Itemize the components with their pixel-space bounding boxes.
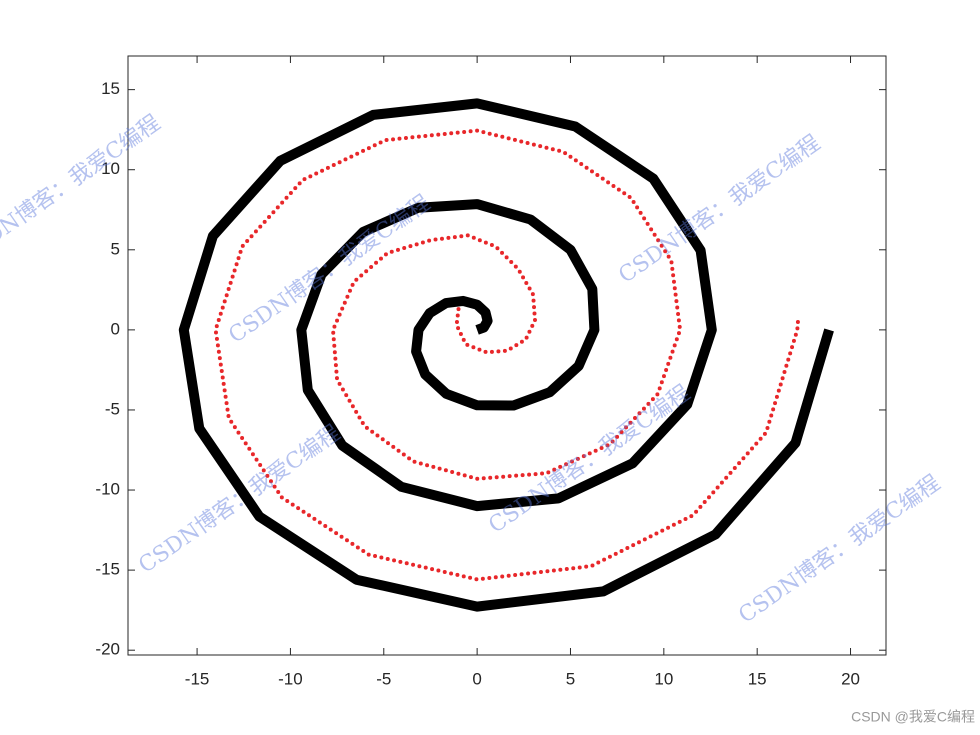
y-tick-label: -20 bbox=[95, 640, 120, 659]
x-tick-label: 20 bbox=[841, 669, 860, 688]
y-tick-label: -10 bbox=[95, 480, 120, 499]
y-tick-label: -5 bbox=[105, 399, 120, 418]
spiral-line bbox=[213, 128, 801, 582]
y-tick-label: 0 bbox=[111, 319, 120, 338]
x-tick-label: 5 bbox=[566, 669, 575, 688]
y-tick-label: -15 bbox=[95, 560, 120, 579]
axes-box bbox=[127, 55, 887, 656]
y-tick-label: 10 bbox=[101, 159, 120, 178]
x-tick-label: -10 bbox=[278, 669, 303, 688]
spiral-line bbox=[178, 98, 834, 612]
x-tick-label: -5 bbox=[376, 669, 391, 688]
y-tick-label: 5 bbox=[111, 239, 120, 258]
x-tick-label: 15 bbox=[748, 669, 767, 688]
y-tick-label: 15 bbox=[101, 79, 120, 98]
x-tick-label: 0 bbox=[472, 669, 481, 688]
credit: CSDN @我爱C编程 bbox=[851, 709, 975, 725]
x-tick-label: 10 bbox=[654, 669, 673, 688]
x-tick-label: -15 bbox=[185, 669, 210, 688]
